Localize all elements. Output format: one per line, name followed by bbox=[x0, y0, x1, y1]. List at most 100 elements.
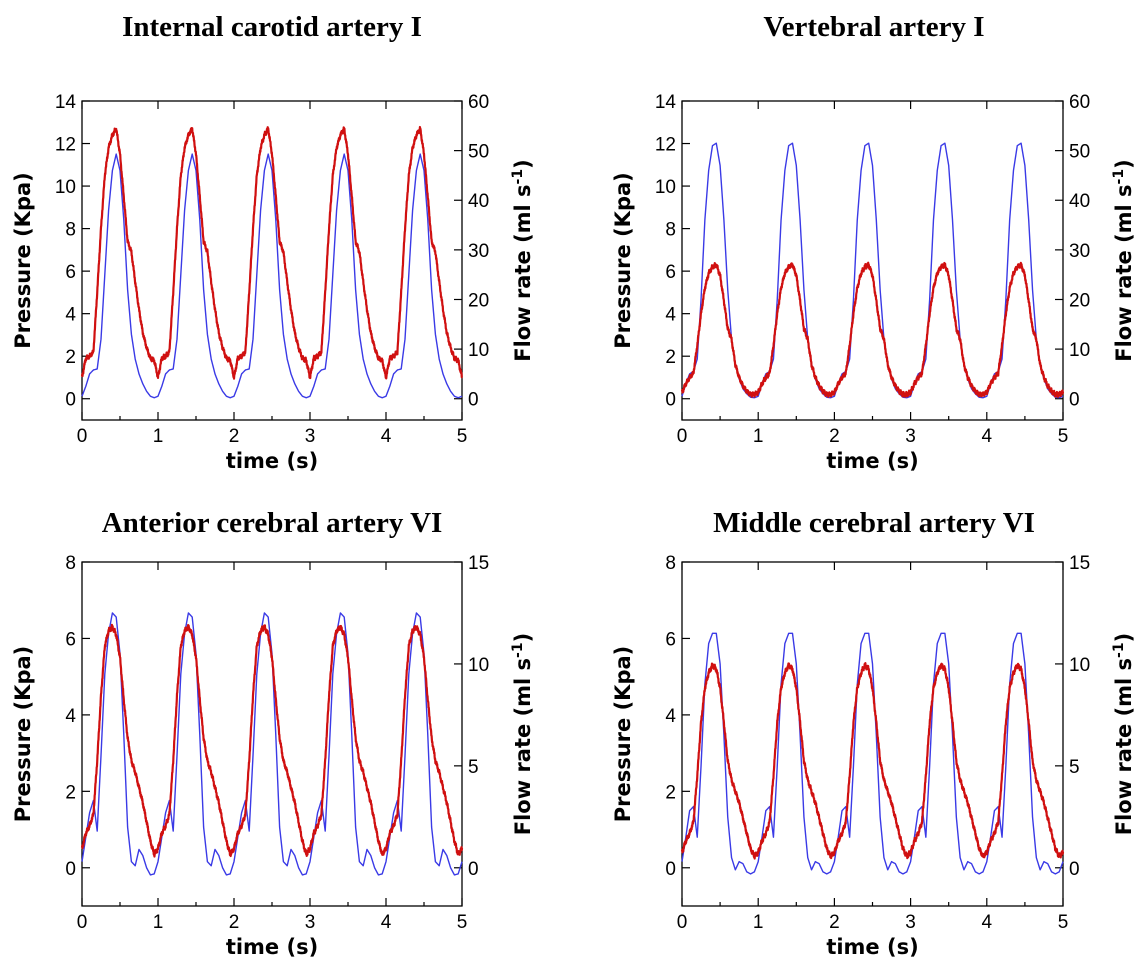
y-tick-label: 0 bbox=[665, 390, 676, 411]
x-tick-label: 1 bbox=[753, 426, 764, 447]
y2-tick-label: 15 bbox=[468, 553, 489, 574]
panel-internal-carotid-artery: Internal carotid artery I0 1 2 3 4 5024681012… bbox=[11, 11, 535, 473]
x-tick-label: 1 bbox=[153, 912, 164, 933]
y2-tick-label: 60 bbox=[1069, 92, 1090, 113]
y2-tick-label: 30 bbox=[1069, 241, 1090, 262]
pressure-series-line bbox=[80, 125, 463, 380]
y2-tick-label: 5 bbox=[468, 757, 479, 778]
x-tick-label: 2 bbox=[229, 426, 240, 447]
y2-axis-label: Flow rate (ml s-1) bbox=[1111, 159, 1136, 361]
plot-frame bbox=[81, 561, 463, 907]
x-axis-label: time (s) bbox=[826, 935, 918, 959]
y-tick-label: 14 bbox=[55, 92, 77, 113]
x-tick-label: 3 bbox=[305, 426, 316, 447]
y-tick-label: 4 bbox=[665, 706, 676, 727]
x-tick-label: 2 bbox=[829, 912, 840, 933]
x-tick-label: 1 bbox=[153, 426, 164, 447]
y2-tick-label: 40 bbox=[468, 191, 489, 212]
y-tick-label: 4 bbox=[65, 305, 76, 326]
y2-tick-label: 10 bbox=[468, 340, 489, 361]
x-tick-label: 4 bbox=[982, 912, 993, 933]
y2-tick-label: 0 bbox=[468, 390, 479, 411]
x-tick-label: 3 bbox=[905, 912, 916, 933]
y2-axis-label: Flow rate (ml s-1) bbox=[1111, 633, 1136, 835]
y-axis-label: Pressure (Kpa) bbox=[11, 646, 35, 823]
y-tick-label: 0 bbox=[65, 390, 76, 411]
y-tick-label: 8 bbox=[665, 553, 676, 574]
y-axis-label: Pressure (Kpa) bbox=[611, 172, 635, 349]
chart-title: Middle cerebral artery VI bbox=[713, 507, 1035, 539]
x-tick-label: 3 bbox=[905, 426, 916, 447]
y-tick-label: 2 bbox=[65, 347, 76, 368]
x-tick-label: 5 bbox=[1058, 912, 1069, 933]
x-tick-label: 0 bbox=[77, 426, 88, 447]
x-tick-label: 4 bbox=[982, 426, 993, 447]
x-tick-label: 4 bbox=[381, 912, 392, 933]
y-tick-label: 6 bbox=[665, 262, 676, 283]
x-tick-label: 2 bbox=[829, 426, 840, 447]
pressure-series-line bbox=[680, 261, 1065, 398]
flow-rate-series-line bbox=[681, 142, 1064, 399]
panel-vertebral-artery: Vertebral artery I0 1 2 3 4 50246810121401020… bbox=[611, 11, 1136, 473]
y-tick-label: 4 bbox=[665, 305, 676, 326]
y-axis-label: Pressure (Kpa) bbox=[11, 172, 35, 349]
x-axis-label: time (s) bbox=[226, 449, 318, 473]
y-tick-label: 4 bbox=[65, 706, 76, 727]
x-tick-label: 5 bbox=[457, 426, 468, 447]
x-tick-label: 5 bbox=[1058, 426, 1069, 447]
y2-axis-label: Flow rate (ml s-1) bbox=[510, 633, 535, 835]
y2-tick-label: 10 bbox=[468, 655, 489, 676]
y-axis-label: Pressure (Kpa) bbox=[611, 646, 635, 823]
y-tick-label: 8 bbox=[65, 220, 76, 241]
x-tick-label: 2 bbox=[229, 912, 240, 933]
y-tick-label: 2 bbox=[665, 782, 676, 803]
chart-title: Vertebral artery I bbox=[763, 11, 984, 43]
y2-tick-label: 5 bbox=[1069, 757, 1080, 778]
y2-tick-label: 0 bbox=[1069, 859, 1080, 880]
y2-tick-label: 20 bbox=[1069, 290, 1090, 311]
x-tick-label: 5 bbox=[457, 912, 468, 933]
y2-tick-label: 0 bbox=[468, 859, 479, 880]
y2-tick-label: 60 bbox=[468, 92, 489, 113]
y-tick-label: 6 bbox=[65, 262, 76, 283]
y-tick-label: 14 bbox=[655, 92, 677, 113]
y-tick-label: 8 bbox=[665, 220, 676, 241]
y-tick-label: 6 bbox=[65, 629, 76, 650]
y-tick-label: 12 bbox=[655, 135, 676, 156]
y-tick-label: 0 bbox=[665, 859, 676, 880]
y-tick-label: 6 bbox=[665, 629, 676, 650]
y-tick-label: 10 bbox=[55, 177, 76, 198]
plot-frame bbox=[681, 100, 1064, 421]
y2-tick-label: 20 bbox=[468, 290, 489, 311]
panel-middle-cerebral-artery: Middle cerebral artery VI 0 1 2 3 4 5 0 2 4 6 8 0 5 10… bbox=[611, 507, 1136, 959]
x-tick-label: 0 bbox=[77, 912, 88, 933]
y-tick-label: 12 bbox=[55, 135, 76, 156]
y2-tick-label: 15 bbox=[1069, 553, 1090, 574]
pressure-series-line bbox=[80, 623, 464, 858]
y-tick-label: 8 bbox=[65, 553, 76, 574]
y2-tick-label: 0 bbox=[1069, 390, 1080, 411]
y-tick-label: 2 bbox=[665, 347, 676, 368]
y-tick-label: 2 bbox=[65, 782, 76, 803]
y2-tick-label: 50 bbox=[1069, 142, 1090, 163]
flow-rate-series-line bbox=[81, 153, 463, 399]
chart-title: Anterior cerebral artery VI bbox=[102, 507, 443, 539]
x-axis-label: time (s) bbox=[826, 449, 918, 473]
x-tick-label: 4 bbox=[381, 426, 392, 447]
y-tick-label: 0 bbox=[65, 859, 76, 880]
y2-tick-label: 50 bbox=[468, 142, 489, 163]
chart-title: Internal carotid artery I bbox=[122, 11, 422, 43]
pressure-series-line bbox=[680, 661, 1065, 860]
x-axis-label: time (s) bbox=[226, 935, 318, 959]
y-tick-label: 10 bbox=[655, 177, 676, 198]
x-tick-label: 0 bbox=[677, 426, 688, 447]
x-tick-label: 3 bbox=[305, 912, 316, 933]
x-tick-label: 1 bbox=[753, 912, 764, 933]
y2-tick-label: 30 bbox=[468, 241, 489, 262]
panel-anterior-cerebral-artery: Anterior cerebral artery VI 0 1 2 3 4 5 0 2 4 6 8 0 5… bbox=[11, 507, 535, 959]
y2-axis-label: Flow rate (ml s-1) bbox=[510, 159, 535, 361]
flow-rate-series-line bbox=[681, 632, 1064, 875]
y2-tick-label: 10 bbox=[1069, 655, 1090, 676]
x-tick-label: 0 bbox=[677, 912, 688, 933]
